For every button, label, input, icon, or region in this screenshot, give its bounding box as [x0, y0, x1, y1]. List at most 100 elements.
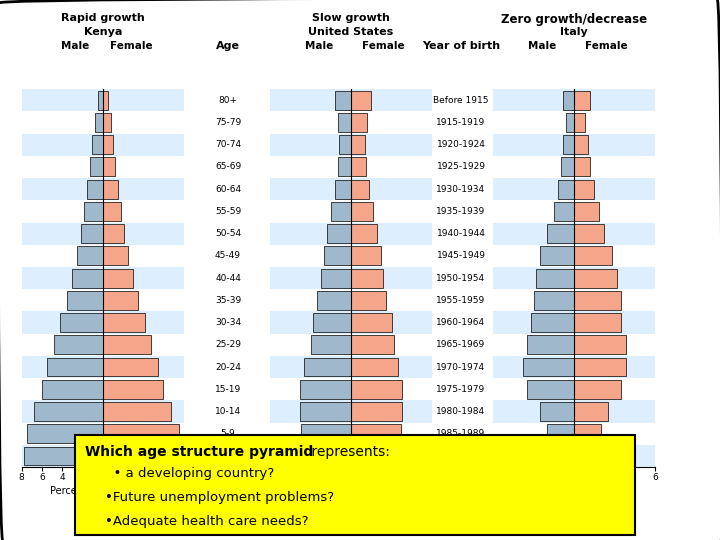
X-axis label: Percent of population: Percent of population	[522, 486, 626, 496]
Bar	[81, 224, 102, 243]
Text: Kenya: Kenya	[84, 27, 122, 37]
Bar	[493, 400, 655, 423]
Text: Before 1915: Before 1915	[433, 96, 489, 105]
Text: 50-54: 50-54	[215, 229, 241, 238]
Bar	[102, 91, 108, 110]
Text: 40-44: 40-44	[215, 274, 241, 282]
Bar	[84, 202, 102, 221]
Bar	[561, 158, 575, 177]
Bar	[97, 91, 102, 110]
Bar	[351, 113, 367, 132]
Bar	[351, 158, 366, 177]
Bar	[575, 402, 608, 421]
Bar	[351, 313, 392, 332]
Bar	[22, 445, 184, 467]
Bar	[351, 335, 395, 354]
Bar	[575, 313, 621, 332]
Bar	[102, 268, 133, 287]
Text: 1955-1959: 1955-1959	[436, 296, 485, 305]
Bar	[493, 178, 655, 200]
Bar	[102, 357, 158, 376]
Bar	[531, 313, 575, 332]
Bar	[575, 335, 626, 354]
Bar	[493, 267, 655, 289]
Bar	[270, 267, 432, 289]
Bar	[102, 380, 163, 399]
Bar	[493, 222, 655, 245]
Bar	[339, 135, 351, 154]
Text: 1930-1934: 1930-1934	[436, 185, 485, 194]
X-axis label: Percent of population: Percent of population	[50, 486, 155, 496]
Text: 60-64: 60-64	[215, 185, 241, 194]
Bar	[564, 91, 575, 110]
Bar	[102, 202, 121, 221]
Bar	[351, 380, 402, 399]
Bar	[270, 356, 432, 378]
Text: 1940-1944: 1940-1944	[436, 229, 485, 238]
Bar	[22, 133, 184, 156]
Bar	[541, 402, 575, 421]
Bar	[351, 91, 372, 110]
Bar	[102, 158, 114, 177]
Text: Which age structure pyramid: Which age structure pyramid	[85, 445, 313, 459]
Bar	[351, 180, 369, 199]
Bar	[67, 291, 102, 310]
Text: 35-39: 35-39	[215, 296, 241, 305]
Bar	[351, 357, 398, 376]
Text: 1960-1964: 1960-1964	[436, 318, 485, 327]
Bar	[270, 312, 432, 334]
Bar	[42, 380, 102, 399]
FancyBboxPatch shape	[75, 435, 635, 535]
Text: Female: Female	[361, 41, 405, 51]
Text: Slow growth: Slow growth	[312, 13, 390, 23]
Bar	[102, 113, 111, 132]
Bar	[527, 335, 575, 354]
Bar	[566, 113, 575, 132]
Bar	[300, 402, 351, 421]
Bar	[22, 400, 184, 423]
Bar	[558, 180, 575, 199]
Bar	[304, 357, 351, 376]
Bar	[92, 135, 102, 154]
Text: 1990-1994: 1990-1994	[436, 451, 485, 461]
Bar	[102, 135, 113, 154]
Text: 15-19: 15-19	[215, 385, 241, 394]
Bar	[575, 424, 601, 443]
Bar	[22, 222, 184, 245]
Text: 1980-1984: 1980-1984	[436, 407, 485, 416]
Bar	[351, 268, 383, 287]
Bar	[313, 313, 351, 332]
Bar	[575, 224, 604, 243]
Bar	[335, 91, 351, 110]
Bar	[27, 424, 102, 443]
Bar	[527, 380, 575, 399]
Text: •Adequate health care needs?: •Adequate health care needs?	[105, 515, 308, 528]
Bar	[575, 291, 621, 310]
Bar	[575, 246, 612, 265]
Bar	[338, 158, 351, 177]
Text: 1975-1979: 1975-1979	[436, 385, 485, 394]
Bar	[102, 424, 179, 443]
Bar	[335, 180, 351, 199]
Text: Age: Age	[216, 41, 240, 51]
Text: 1965-1969: 1965-1969	[436, 340, 485, 349]
Text: 75-79: 75-79	[215, 118, 241, 127]
Text: 1950-1954: 1950-1954	[436, 274, 485, 282]
Bar	[575, 158, 590, 177]
Bar	[351, 246, 381, 265]
Bar	[327, 224, 351, 243]
Bar	[102, 246, 128, 265]
Text: 65-69: 65-69	[215, 163, 241, 171]
Text: Zero growth/decrease: Zero growth/decrease	[501, 13, 647, 26]
Bar	[47, 357, 102, 376]
Bar	[351, 135, 364, 154]
Text: Female: Female	[109, 41, 153, 51]
Bar	[102, 447, 181, 465]
Text: 80+: 80+	[218, 96, 238, 105]
Bar	[102, 291, 138, 310]
Bar	[351, 447, 400, 465]
Text: Year of birth: Year of birth	[422, 41, 500, 51]
Bar	[91, 158, 102, 177]
Bar	[102, 402, 171, 421]
Bar	[270, 178, 432, 200]
